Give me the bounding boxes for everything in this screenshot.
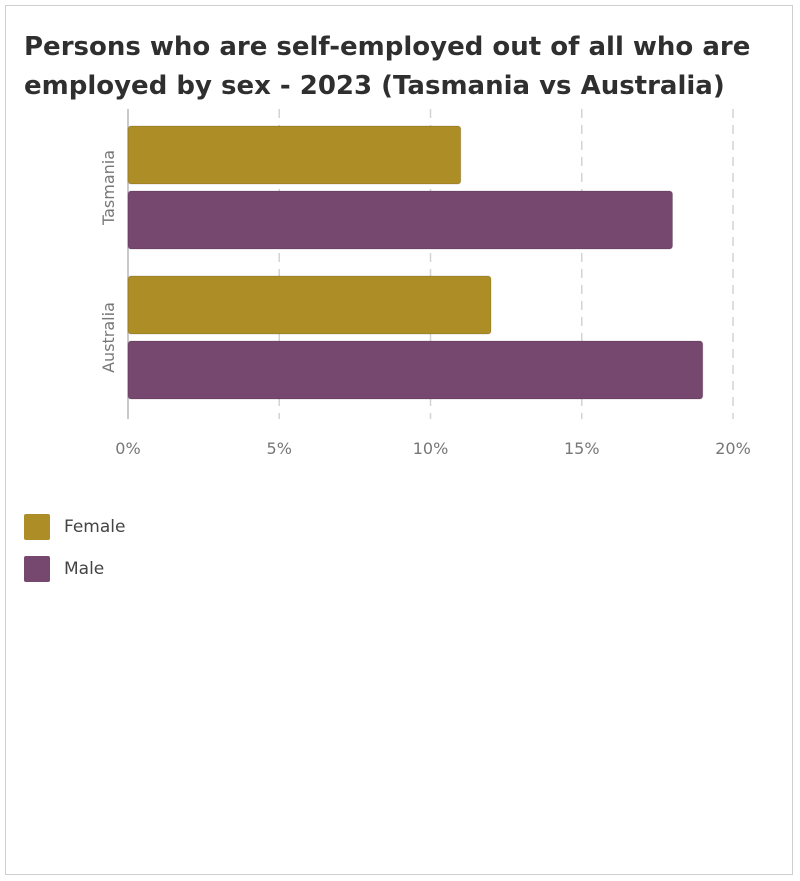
bar-male-australia (127, 340, 704, 400)
legend: Female Male (24, 506, 125, 590)
chart-title: Persons who are self-employed out of all… (24, 32, 751, 101)
legend-label-male: Male (64, 559, 105, 579)
chart-card: Persons who are self-employed out of all… (5, 5, 793, 875)
legend-label-female: Female (64, 517, 126, 537)
legend-item-male[interactable]: Male (24, 548, 125, 590)
x-tick-label: 0% (115, 439, 140, 458)
x-tick-label: 5% (267, 439, 292, 458)
x-tick-label: 20% (715, 439, 751, 458)
category-label-australia: Australia (99, 302, 118, 373)
legend-swatch-female (24, 514, 50, 540)
legend-swatch-male (24, 556, 50, 582)
bar-male-tasmania (127, 190, 673, 250)
legend-item-female[interactable]: Female (24, 506, 125, 548)
x-tick-label: 15% (564, 439, 600, 458)
category-label-tasmania: Tasmania (99, 150, 118, 226)
bar-chart: Tasmania Australia 0% 5% 10% 15% 20% (99, 109, 751, 458)
x-tick-label: 10% (413, 439, 449, 458)
bar-female-tasmania (127, 125, 462, 185)
bar-female-australia (127, 275, 492, 335)
